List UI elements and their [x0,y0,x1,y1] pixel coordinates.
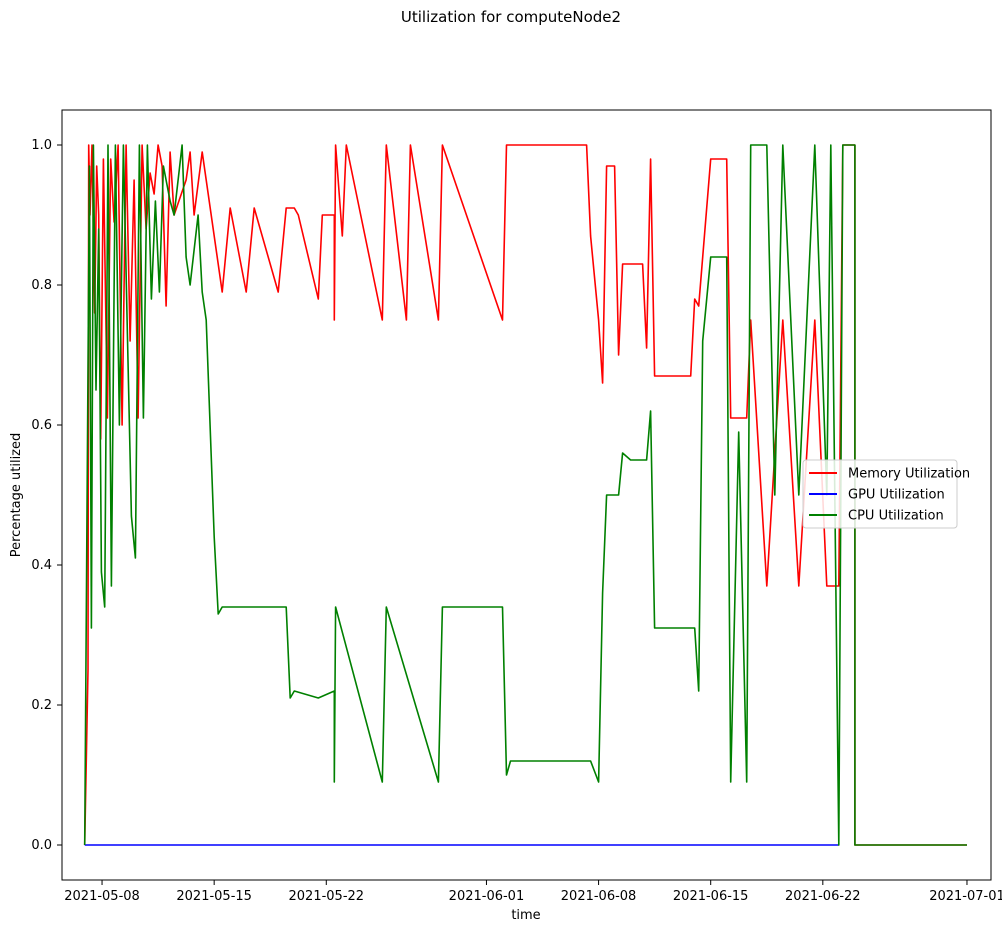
legend: Memory Utilization GPU Utilization CPU Uti… [802,459,970,529]
legend-box [802,459,958,529]
y-tick-label: 0.4 [31,558,52,573]
y-tick-label: 0.0 [31,838,52,853]
x-tick-label: 2021-06-01 [449,889,525,904]
x-tick-label: 2021-06-22 [785,889,861,904]
chart-title: Utilization for computeNode2 [401,8,621,26]
x-axis-label: time [511,908,540,923]
plot-frame [61,109,992,881]
y-tick-label: 0.2 [31,698,52,713]
y-tick-label: 0.6 [31,418,52,433]
x-tick-label: 2021-05-15 [176,889,252,904]
legend-entry: GPU Utilization [848,488,945,503]
series-line-memory-utilization [83,144,967,846]
y-axis-label: Percentage utilized [9,433,24,558]
y-tick-label: 1.0 [31,138,52,153]
x-tick-label: 2021-05-08 [64,889,140,904]
x-tick-label: 2021-05-22 [289,889,365,904]
x-tick-label: 2021-06-15 [673,889,749,904]
x-axis-ticks: 2021-05-08 2021-05-15 2021-05-22 2021-06-01… [64,880,1002,904]
legend-entry: CPU Utilization [848,509,944,524]
y-axis-ticks: 0.0 0.2 0.4 0.6 0.8 1.0 [31,138,62,853]
legend-entry: Memory Utilization [848,467,970,482]
series-line-cpu-utilization [83,144,967,846]
series-lines [83,144,967,846]
x-tick-label: 2021-06-08 [561,889,637,904]
y-tick-label: 0.8 [31,278,52,293]
x-tick-label: 2021-07-01 [929,889,1002,904]
